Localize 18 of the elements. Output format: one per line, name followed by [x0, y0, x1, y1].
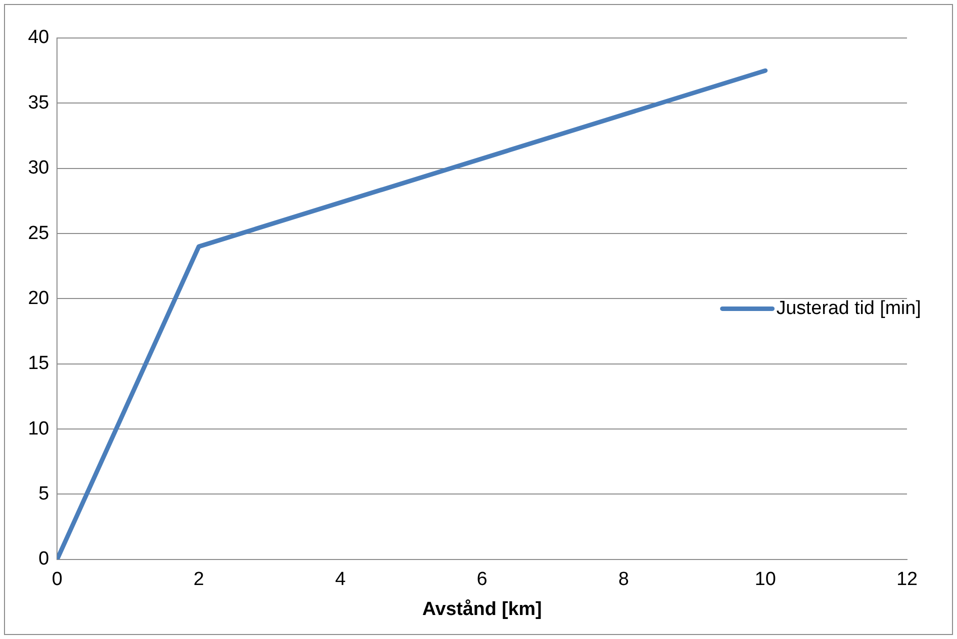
x-tick-label: 12: [896, 569, 918, 590]
x-axis-title: Avstånd [km]: [422, 598, 542, 620]
y-tick-label: 0: [38, 548, 50, 570]
y-tick-label: 40: [28, 27, 50, 48]
y-tick-label: 15: [28, 353, 50, 374]
y-tick-label: 30: [28, 158, 50, 179]
x-tick-label: 0: [52, 569, 62, 590]
y-tick-label: 20: [28, 288, 50, 309]
y-tick-label: 10: [28, 418, 50, 440]
x-tick-label: 4: [335, 569, 346, 590]
y-tick-label: 25: [28, 222, 50, 244]
y-tick-label: 35: [28, 92, 50, 114]
x-tick-label: 6: [476, 569, 488, 590]
y-tick-label: 5: [38, 483, 50, 504]
x-tick-label: 10: [754, 569, 776, 590]
legend-label: Justerad tid [min]: [776, 298, 921, 319]
x-tick-label: 2: [193, 569, 204, 590]
x-tick-label: 8: [618, 569, 629, 590]
